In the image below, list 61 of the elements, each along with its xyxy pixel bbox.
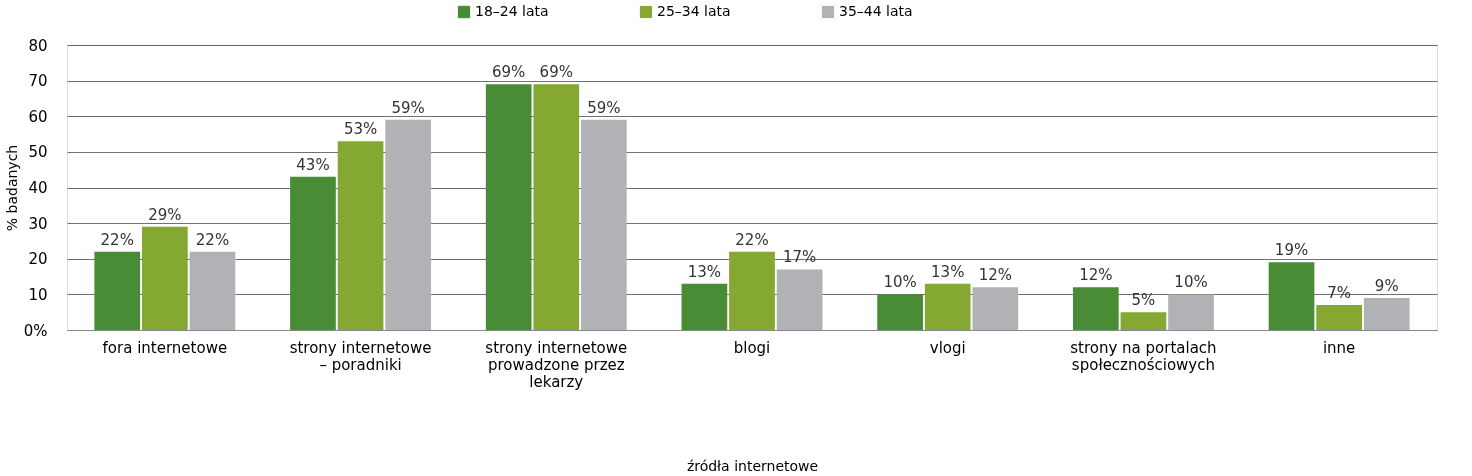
bar bbox=[681, 283, 728, 330]
bar bbox=[290, 176, 336, 330]
y-tick-label: 60 bbox=[28, 107, 48, 126]
y-tick-label: 0% bbox=[23, 321, 48, 340]
data-label: 53% bbox=[343, 120, 378, 139]
x-tick-label: fora internetowe bbox=[102, 338, 228, 357]
bar bbox=[972, 287, 1019, 330]
data-label: 5% bbox=[1131, 291, 1156, 310]
bar bbox=[337, 141, 384, 330]
data-label: 59% bbox=[587, 98, 621, 117]
data-label: 22% bbox=[735, 230, 769, 249]
bar bbox=[189, 251, 236, 330]
y-tick-label: 10 bbox=[28, 285, 48, 304]
data-label: 9% bbox=[1374, 276, 1399, 295]
data-label: 29% bbox=[148, 205, 182, 224]
data-label: 12% bbox=[978, 266, 1012, 285]
x-tick-label: strony na portalach społecznościowych bbox=[1070, 338, 1217, 374]
legend-label: 18–24 lata bbox=[475, 3, 549, 19]
data-label: 12% bbox=[1079, 266, 1113, 285]
data-label: 10% bbox=[883, 273, 917, 292]
x-tick-label: inne bbox=[1322, 338, 1356, 357]
bar bbox=[581, 119, 627, 330]
bar bbox=[485, 84, 532, 330]
legend-label: 25–34 lata bbox=[657, 3, 731, 19]
bar bbox=[1268, 262, 1315, 330]
x-tick-label: strony internetowe – poradniki bbox=[289, 338, 432, 374]
y-tick-label: 70 bbox=[28, 72, 48, 91]
data-label: 13% bbox=[687, 262, 722, 281]
data-label: 69% bbox=[492, 63, 526, 82]
bar bbox=[1072, 287, 1119, 330]
x-tick-label: vlogi bbox=[929, 338, 966, 357]
data-label: 69% bbox=[539, 63, 573, 82]
data-label: 10% bbox=[1174, 273, 1208, 292]
bar bbox=[1168, 294, 1214, 330]
bar bbox=[385, 119, 432, 330]
data-label: 13% bbox=[931, 262, 965, 281]
bar bbox=[1363, 297, 1410, 330]
y-axis-title: % badanych bbox=[3, 144, 20, 232]
data-label: 22% bbox=[100, 230, 134, 249]
data-label: 19% bbox=[1274, 241, 1309, 260]
bar bbox=[776, 269, 823, 330]
y-tick-label: 40 bbox=[28, 179, 48, 197]
data-label: 59% bbox=[391, 98, 425, 117]
bar bbox=[924, 283, 971, 330]
x-axis-title: źródła internetowe bbox=[686, 457, 819, 474]
bar bbox=[142, 226, 188, 330]
bar bbox=[729, 251, 775, 330]
data-label: 43% bbox=[296, 155, 330, 174]
y-tick-label: 30 bbox=[28, 214, 48, 233]
bar bbox=[1120, 312, 1167, 330]
x-tick-label: blogi bbox=[733, 338, 771, 357]
bar bbox=[533, 84, 580, 330]
data-label: 22% bbox=[195, 230, 230, 249]
bar bbox=[94, 251, 141, 330]
bar bbox=[877, 294, 923, 330]
legend-label: 35–44 lata bbox=[839, 3, 913, 19]
y-tick-label: 80 bbox=[28, 36, 48, 55]
bar bbox=[1316, 305, 1362, 330]
y-tick-label: 50 bbox=[28, 143, 48, 162]
x-tick-label: strony internetowe prowadzone przez lekarzy bbox=[485, 338, 628, 391]
y-tick-label: 20 bbox=[28, 250, 48, 269]
